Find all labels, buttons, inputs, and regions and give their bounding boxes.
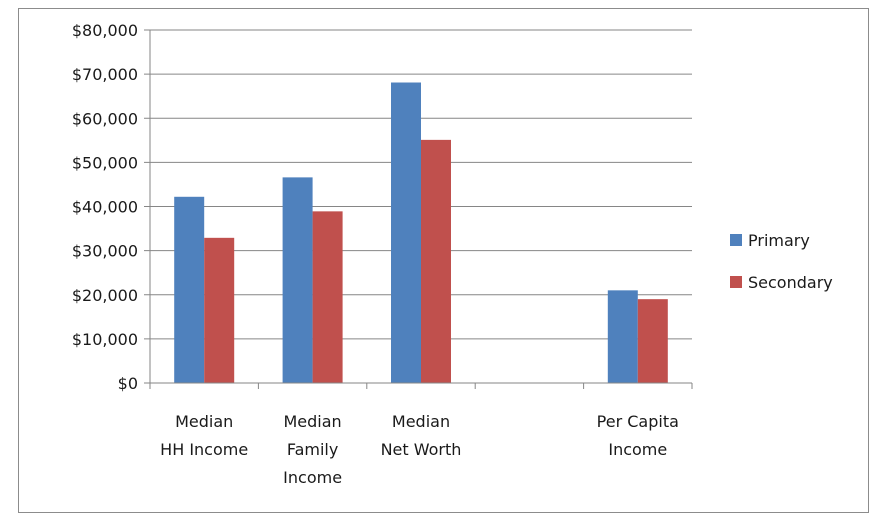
y-tick-label: $60,000 — [72, 109, 138, 128]
y-tick-label: $50,000 — [72, 153, 138, 172]
bar-primary — [174, 196, 205, 383]
bar-secondary — [312, 211, 343, 383]
bar-primary — [391, 82, 421, 383]
y-tick-label: $80,000 — [72, 21, 138, 40]
y-tick-label: $30,000 — [72, 242, 138, 261]
x-category-label: Net Worth — [381, 440, 462, 459]
y-tick-label: $70,000 — [72, 65, 138, 84]
x-category-label: Family — [287, 440, 338, 459]
bar-secondary — [637, 299, 668, 383]
x-axis-category-labels: Median HH Income Median Family Income Median N… — [160, 412, 679, 487]
x-category-label: HH Income — [160, 440, 248, 459]
legend-swatch-secondary — [730, 276, 742, 288]
x-category-label: Per Capita — [597, 412, 679, 431]
y-axis-tick-labels: $0 $10,000 $20,000 $30,000 $40,000 $50,000 $60… — [72, 21, 138, 393]
bar-secondary — [204, 237, 235, 383]
x-category-label: Income — [283, 468, 342, 487]
x-category-label: Median — [175, 412, 233, 431]
bars — [174, 82, 668, 383]
y-tick-label: $40,000 — [72, 198, 138, 217]
y-tick-label: $20,000 — [72, 286, 138, 305]
bar-primary — [607, 290, 638, 383]
x-category-label: Income — [608, 440, 667, 459]
legend-label-primary: Primary — [748, 231, 810, 250]
x-category-label: Median — [392, 412, 450, 431]
bar-primary — [282, 177, 313, 383]
axes — [144, 29, 693, 389]
bar-secondary — [421, 139, 451, 383]
y-tick-label: $10,000 — [72, 330, 138, 349]
legend-label-secondary: Secondary — [748, 273, 833, 292]
y-tick-label: $0 — [118, 374, 138, 393]
legend: Primary Secondary — [730, 231, 833, 292]
x-category-label: Median — [283, 412, 341, 431]
legend-swatch-primary — [730, 234, 742, 246]
